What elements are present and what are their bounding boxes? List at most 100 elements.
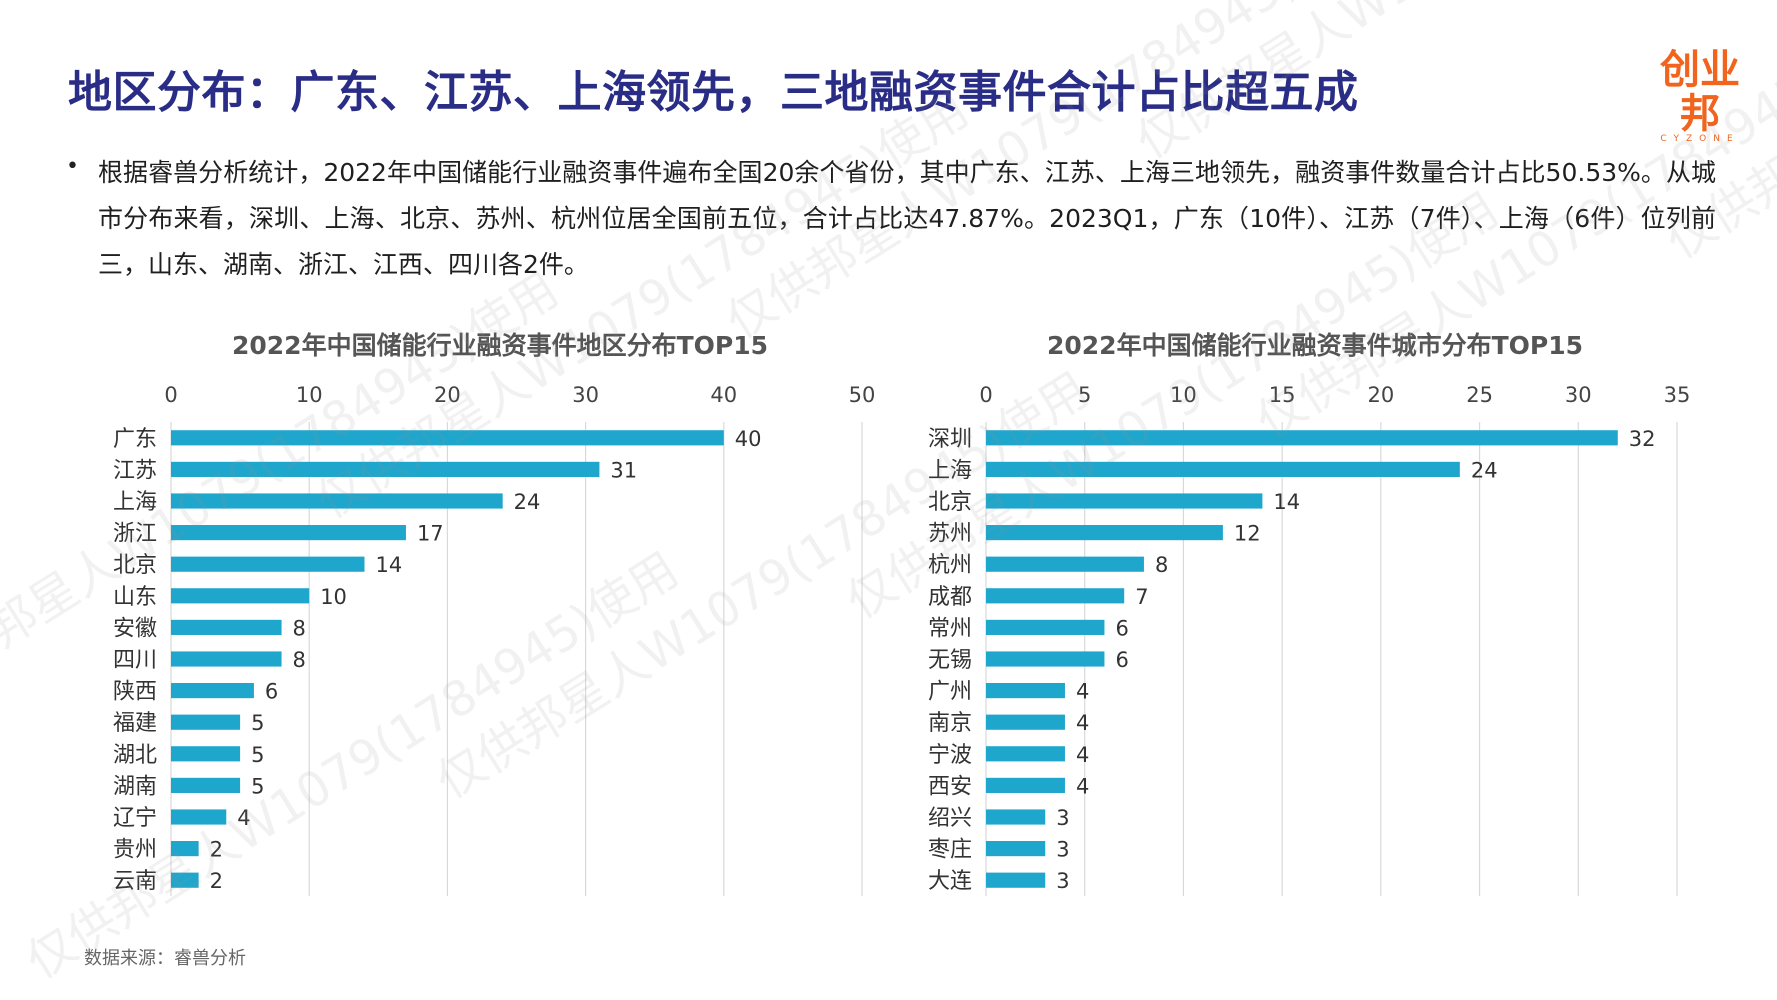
region-data-label: 5: [251, 743, 264, 767]
city-data-label: 24: [1471, 458, 1498, 482]
region-bar: [171, 493, 503, 509]
region-bar: [171, 841, 199, 857]
city-category-label: 绍兴: [928, 806, 972, 831]
region-bar: [171, 683, 254, 699]
region-data-label: 5: [251, 774, 264, 798]
city-bar: [986, 872, 1046, 888]
city-tick-label: 25: [1466, 383, 1493, 407]
region-bar: [171, 809, 227, 825]
region-data-label: 17: [417, 522, 444, 546]
city-data-label: 3: [1056, 838, 1069, 862]
region-data-label: 14: [375, 553, 402, 577]
region-bar: [171, 714, 241, 730]
city-category-label: 枣庄: [928, 838, 972, 863]
city-bar: [986, 588, 1125, 604]
city-data-label: 32: [1629, 427, 1656, 451]
city-data-label: 8: [1155, 553, 1168, 577]
city-category-label: 西安: [928, 774, 972, 799]
region-tick-label: 10: [296, 383, 323, 407]
city-bar: [986, 430, 1618, 446]
city-data-label: 7: [1135, 585, 1148, 609]
region-data-label: 8: [293, 616, 306, 640]
brand-logo: 创业邦 CYZONE: [1645, 48, 1755, 144]
summary-text: 根据睿兽分析统计，2022年中国储能行业融资事件遍布全国20余个省份，其中广东、…: [98, 158, 1716, 279]
city-tick-label: 35: [1664, 383, 1691, 407]
region-category-label: 福建: [113, 711, 157, 736]
city-category-label: 北京: [928, 490, 972, 515]
city-category-label: 常州: [928, 616, 972, 641]
chart-title-region: 2022年中国储能行业融资事件地区分布TOP15: [232, 331, 768, 360]
region-category-label: 北京: [113, 553, 157, 578]
city-category-label: 南京: [928, 711, 972, 736]
region-category-label: 辽宁: [113, 806, 157, 831]
region-category-label: 上海: [113, 490, 157, 515]
region-category-label: 安徽: [113, 616, 157, 641]
region-category-label: 陕西: [113, 680, 157, 705]
city-tick-label: 15: [1269, 383, 1296, 407]
city-tick-label: 10: [1170, 383, 1197, 407]
city-category-label: 广州: [928, 680, 972, 705]
region-tick-label: 40: [710, 383, 737, 407]
chart-title-city: 2022年中国储能行业融资事件城市分布TOP15: [1047, 331, 1583, 360]
city-tick-label: 30: [1565, 383, 1592, 407]
region-data-label: 5: [251, 711, 264, 735]
bullet-icon: •: [66, 154, 79, 179]
city-data-label: 6: [1115, 648, 1128, 672]
region-bar: [171, 872, 199, 888]
logo-text: 创业邦: [1660, 47, 1740, 137]
region-bar: [171, 777, 241, 793]
city-bar: [986, 683, 1065, 699]
region-bar: [171, 588, 310, 604]
region-data-label: 4: [237, 806, 250, 830]
city-tick-label: 20: [1367, 383, 1394, 407]
region-category-label: 湖南: [113, 774, 157, 799]
region-tick-label: 20: [434, 383, 461, 407]
region-tick-label: 50: [849, 383, 876, 407]
city-bar: [986, 841, 1046, 857]
city-data-label: 3: [1056, 869, 1069, 893]
city-bar: [986, 493, 1263, 509]
city-bar: [986, 556, 1144, 572]
city-category-label: 深圳: [928, 427, 972, 452]
city-bar: [986, 461, 1460, 477]
summary-block: • 根据睿兽分析统计，2022年中国储能行业融资事件遍布全国20余个省份，其中广…: [66, 150, 1716, 288]
region-data-label: 24: [514, 490, 541, 514]
city-data-label: 6: [1115, 616, 1128, 640]
city-category-label: 宁波: [928, 743, 972, 768]
region-category-label: 江苏: [113, 458, 157, 483]
city-data-label: 14: [1273, 490, 1300, 514]
city-bar-chart: 0 5 10 15 20 25 30 35 深圳 32 上海 24 北京 14 苏州 12 杭州 8 成都 7 常州 6 无…: [928, 383, 1691, 896]
region-data-label: 10: [320, 585, 347, 609]
region-data-label: 31: [610, 458, 637, 482]
city-data-label: 4: [1076, 711, 1089, 735]
city-data-label: 4: [1076, 774, 1089, 798]
city-bar: [986, 809, 1046, 825]
region-data-label: 40: [735, 427, 762, 451]
city-bar: [986, 777, 1065, 793]
city-tick-label: 5: [1078, 383, 1091, 407]
region-bar: [171, 430, 724, 446]
city-bar: [986, 619, 1105, 635]
region-data-label: 2: [210, 838, 223, 862]
region-data-label: 2: [210, 869, 223, 893]
region-bar: [171, 556, 365, 572]
region-category-label: 四川: [113, 648, 157, 673]
region-bar: [171, 746, 241, 762]
city-category-label: 上海: [928, 458, 972, 483]
city-data-label: 4: [1076, 680, 1089, 704]
region-tick-label: 30: [572, 383, 599, 407]
region-tick-label: 0: [164, 383, 177, 407]
city-bar: [986, 714, 1065, 730]
city-category-label: 大连: [928, 869, 972, 894]
city-bar: [986, 525, 1223, 541]
city-data-label: 12: [1234, 522, 1261, 546]
city-category-label: 杭州: [928, 553, 972, 578]
city-data-label: 4: [1076, 743, 1089, 767]
data-source-note: 数据来源：睿兽分析: [84, 948, 246, 969]
region-category-label: 湖北: [113, 743, 157, 768]
page-title: 地区分布：广东、江苏、上海领先，三地融资事件合计占比超五成: [68, 67, 1359, 118]
city-data-label: 3: [1056, 806, 1069, 830]
region-category-label: 云南: [113, 869, 157, 894]
region-category-label: 贵州: [113, 838, 157, 863]
